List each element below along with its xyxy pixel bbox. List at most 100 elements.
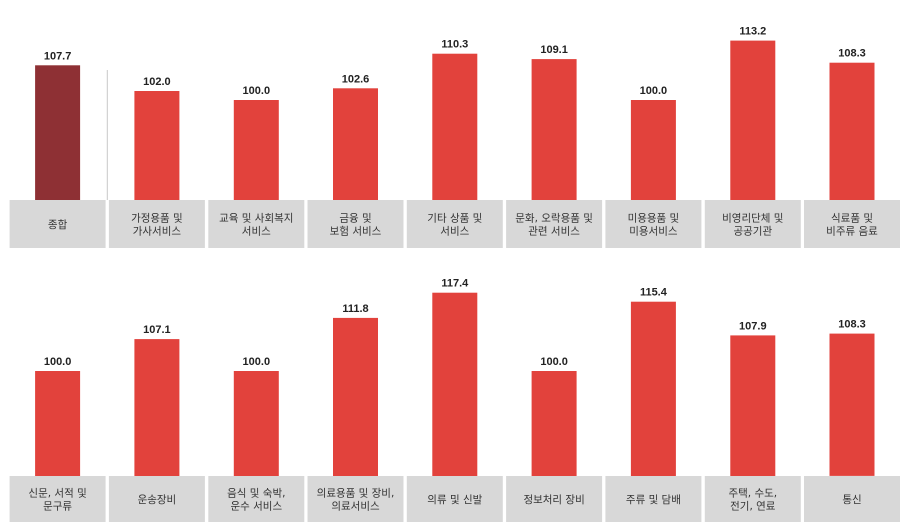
category-label-cell — [804, 476, 900, 522]
data-label: 102.6 — [342, 73, 370, 85]
category-label-cell — [704, 476, 801, 522]
category-label-line: 보험 서비스 — [330, 226, 382, 238]
category-label: 종합 — [48, 219, 68, 231]
category-label-line: 가사서비스 — [133, 226, 182, 238]
data-label: 100.0 — [540, 356, 568, 368]
category-label-cell — [506, 200, 603, 248]
category-label: 교육 및 사회복지 서비스 — [219, 213, 293, 238]
category-label-cell — [307, 200, 404, 248]
category-label-line: 정보처리 장비 — [523, 494, 584, 506]
category-label-line: 운송장비 — [138, 494, 177, 506]
data-label: 100.0 — [243, 85, 271, 97]
data-label: 100.0 — [243, 356, 271, 368]
bar — [134, 91, 180, 200]
category-label-line: 금융 및 — [339, 213, 371, 225]
category-label: 미용용품 및 미용서비스 — [628, 213, 680, 238]
category-label: 문화, 오락용품 및 관련 서비스 — [515, 213, 593, 238]
category-label: 금융 및 보험 서비스 — [330, 213, 382, 238]
bar — [35, 371, 81, 476]
bar — [134, 339, 180, 476]
category-label-cell — [108, 476, 205, 522]
bar — [333, 88, 378, 200]
category-label-line: 문화, 오락용품 및 — [515, 213, 593, 225]
category-label: 주류 및 담배 — [626, 494, 681, 506]
bar — [630, 100, 676, 200]
category-label-line: 음식 및 숙박, — [227, 488, 285, 500]
bar — [531, 371, 577, 476]
category-label-line: 미용용품 및 — [628, 213, 680, 225]
bar — [531, 59, 577, 200]
bar — [333, 317, 378, 476]
bar — [432, 53, 478, 201]
category-label-line: 전기, 연료 — [730, 501, 776, 513]
bar — [829, 62, 875, 201]
category-label-line: 통신 — [842, 494, 861, 506]
data-label: 115.4 — [640, 287, 668, 299]
data-label: 117.4 — [441, 278, 469, 290]
data-label: 107.1 — [143, 324, 171, 336]
category-label-cell — [605, 200, 702, 248]
category-label-cell — [208, 476, 305, 522]
category-label-cell — [406, 200, 503, 248]
category-label-line: 주류 및 담배 — [626, 494, 681, 506]
category-label-cell — [9, 200, 106, 248]
data-label: 108.3 — [838, 319, 866, 331]
category-label: 비영리단체 및 공공기관 — [722, 213, 783, 238]
category-label: 의료용품 및 장비, 의료서비스 — [317, 488, 395, 513]
category-label-cell — [704, 200, 801, 248]
category-label: 의류 및 신발 — [427, 494, 482, 506]
category-label-cell — [307, 476, 404, 522]
category-label-line: 서비스 — [242, 226, 271, 238]
category-label-line: 문구류 — [43, 501, 72, 513]
category-label: 운송장비 — [138, 494, 177, 506]
category-label: 정보처리 장비 — [523, 494, 584, 506]
category-label: 기타 상품 및 서비스 — [427, 213, 482, 238]
category-label-cell — [108, 200, 205, 248]
category-label-line: 비영리단체 및 — [722, 213, 783, 225]
bar — [730, 335, 776, 476]
category-label-cell — [406, 476, 503, 522]
category-label: 신문, 서적 및 문구류 — [28, 488, 86, 513]
category-label-line: 미용서비스 — [629, 226, 678, 238]
category-label-line: 교육 및 사회복지 — [219, 213, 293, 225]
data-label: 111.8 — [342, 303, 368, 315]
category-label-line: 공공기관 — [733, 226, 772, 238]
category-label-cell — [506, 476, 603, 522]
data-label: 108.3 — [838, 48, 866, 60]
category-label-cell — [9, 476, 106, 522]
bar — [233, 100, 279, 200]
bar — [730, 40, 776, 200]
data-label: 107.7 — [44, 50, 72, 62]
category-label-cell — [804, 200, 900, 248]
data-label: 100.0 — [640, 85, 668, 97]
data-label: 109.1 — [540, 44, 568, 56]
category-label-line: 의료서비스 — [331, 501, 380, 513]
data-label: 102.0 — [143, 76, 171, 88]
data-label: 107.9 — [739, 320, 767, 332]
category-label-line: 주택, 수도, — [728, 488, 777, 500]
category-label: 음식 및 숙박, 운수 서비스 — [227, 488, 285, 513]
category-label: 통신 — [842, 494, 861, 506]
bar — [233, 371, 279, 476]
bar — [432, 292, 478, 476]
data-label: 100.0 — [44, 356, 72, 368]
category-label: 식료품 및 비주류 음료 — [826, 213, 878, 238]
category-label-line: 종합 — [48, 219, 68, 231]
bar-total — [35, 65, 81, 200]
category-label: 가정용품 및 가사서비스 — [131, 213, 183, 238]
category-label-cell — [208, 200, 305, 248]
category-label-line: 기타 상품 및 — [427, 213, 482, 225]
bar — [630, 301, 676, 476]
category-label-line: 서비스 — [440, 226, 469, 238]
data-label: 113.2 — [739, 26, 766, 38]
category-label: 주택, 수도, 전기, 연료 — [728, 488, 777, 513]
category-label-line: 의료용품 및 장비, — [317, 488, 395, 500]
data-label: 110.3 — [441, 39, 468, 51]
category-label-line: 식료품 및 — [831, 213, 873, 225]
category-label-line: 신문, 서적 및 — [28, 488, 86, 500]
category-label-line: 의류 및 신발 — [427, 494, 482, 506]
bar — [829, 333, 875, 476]
category-label-line: 관련 서비스 — [528, 226, 580, 238]
category-label-line: 비주류 음료 — [826, 226, 878, 238]
